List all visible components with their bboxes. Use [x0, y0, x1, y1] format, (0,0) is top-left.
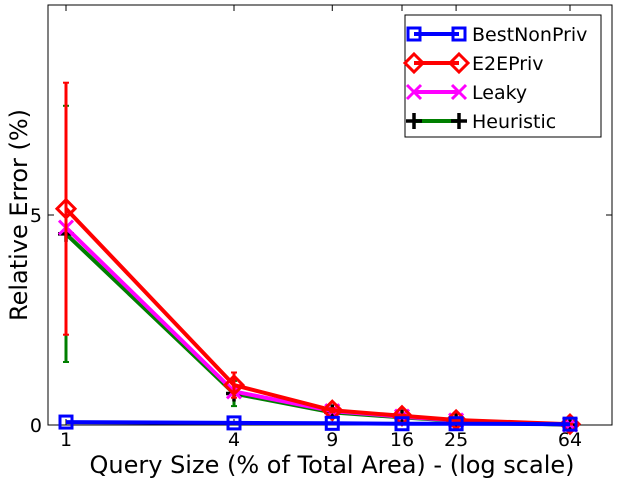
y-axis-label: Relative Error (%): [5, 109, 33, 321]
series-bestnonpriv: [58, 414, 578, 432]
series-layer: [54, 81, 582, 436]
x-axis-label: Query Size (% of Total Area) - (log scal…: [90, 451, 575, 479]
legend-marker: [451, 26, 467, 42]
x-tick-label: 4: [228, 429, 240, 451]
legend: BestNonPriv E2EPriv Leaky Heuristic: [402, 14, 602, 138]
data-point: [394, 416, 410, 432]
data-point: [324, 415, 340, 431]
data-point: [321, 399, 344, 422]
x-tick-label: 16: [390, 429, 414, 451]
series-line: [65, 420, 571, 427]
legend-marker: [406, 113, 422, 129]
legend-label: Heuristic: [472, 111, 556, 133]
legend-marker: [406, 26, 422, 42]
legend-marker: [402, 51, 426, 75]
legend-marker: [450, 83, 468, 101]
y-tick-label: 5: [30, 205, 42, 227]
legend-marker: [447, 51, 471, 75]
legend-label: E2EPriv: [472, 53, 544, 75]
legend-label: Leaky: [472, 82, 527, 104]
data-point: [226, 415, 242, 431]
series-heuristic: [58, 104, 578, 433]
series-leaky: [57, 219, 579, 433]
data-point: [562, 416, 578, 432]
x-tick-label: 64: [558, 429, 582, 451]
data-point: [448, 416, 464, 432]
legend-marker: [451, 113, 467, 129]
data-point: [58, 414, 74, 430]
x-tick-label: 9: [326, 429, 338, 451]
x-tick-label: 1: [60, 429, 72, 451]
series-line: [64, 207, 571, 427]
legend-marker: [405, 83, 423, 101]
series-line: [64, 232, 571, 427]
legend-label: BestNonPriv: [472, 24, 587, 46]
series-line: [64, 226, 571, 427]
data-point: [222, 373, 246, 397]
x-tick-label: 25: [444, 429, 468, 451]
data-point: [54, 197, 78, 220]
y-tick-label: 0: [30, 415, 42, 437]
